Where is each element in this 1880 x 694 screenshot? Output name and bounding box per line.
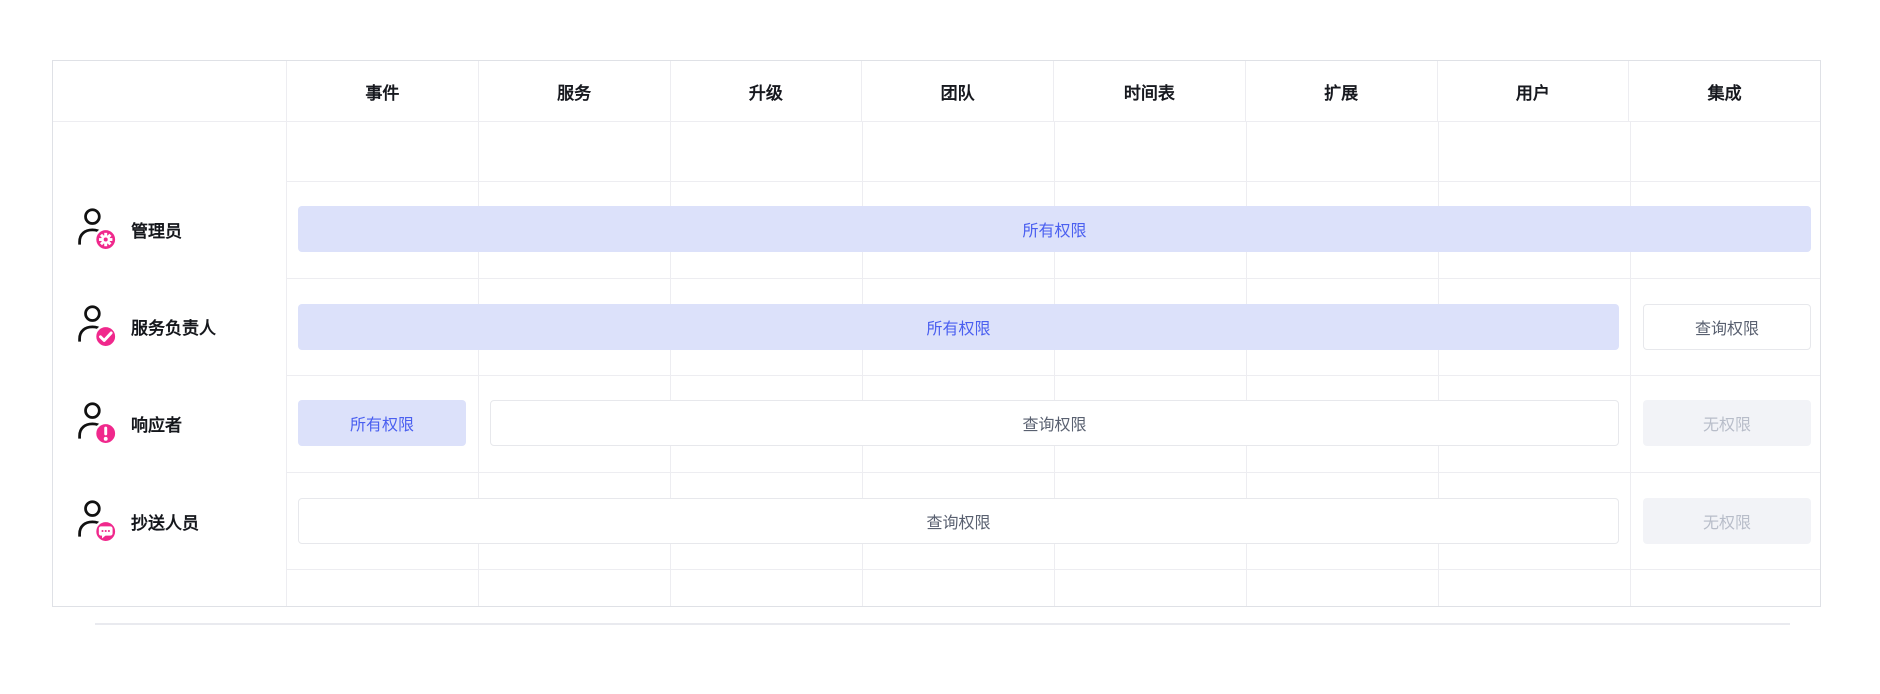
gridline-horizontal (286, 278, 1820, 279)
person-chat-icon (78, 500, 118, 543)
role-label: 服务负责人 (131, 318, 216, 338)
permission-chip-all: 所有权限 (298, 206, 1811, 252)
person-exclamation-icon (78, 402, 118, 445)
header-spacer-cell (53, 61, 286, 121)
permission-chip-all: 所有权限 (298, 400, 466, 446)
permission-chip-query: 查询权限 (490, 400, 1619, 446)
permission-chip-query: 查询权限 (298, 498, 1619, 544)
column-header-users: 用户 (1436, 61, 1629, 121)
matrix-body: 管理员 所有权限 服务负责人 所有权限 查询权限 (53, 122, 1820, 606)
permission-matrix-table: 事件 服务 升级 团队 时间表 扩展 用户 集成 (52, 60, 1821, 607)
role-admin: 管理员 (75, 207, 182, 251)
person-gear-icon (78, 208, 118, 251)
role-service-owner: 服务负责人 (75, 304, 216, 348)
permission-chip-none: 无权限 (1643, 498, 1811, 544)
gridline-vertical (1438, 122, 1439, 606)
gridline-vertical (670, 122, 671, 606)
gridline-vertical (1630, 122, 1631, 606)
gridline-vertical (1246, 122, 1247, 606)
gridline-vertical (862, 122, 863, 606)
column-header-integrations: 集成 (1628, 61, 1820, 121)
gridline-horizontal (286, 472, 1820, 473)
gridline-horizontal (286, 181, 1820, 182)
gridline-vertical (478, 122, 479, 606)
role-label: 管理员 (131, 221, 182, 241)
gridline-horizontal (286, 375, 1820, 376)
role-label: 抄送人员 (131, 513, 199, 533)
column-header-services: 服务 (477, 61, 670, 121)
permission-chip-query: 查询权限 (1643, 304, 1811, 350)
person-check-icon (78, 305, 118, 348)
role-responder: 响应者 (75, 401, 182, 445)
permission-chip-none: 无权限 (1643, 400, 1811, 446)
gridline-vertical (286, 122, 287, 606)
gridline-vertical (1054, 122, 1055, 606)
role-label: 响应者 (131, 415, 182, 435)
column-header-teams: 团队 (861, 61, 1053, 121)
permission-chip-all: 所有权限 (298, 304, 1619, 350)
column-header-events: 事件 (286, 61, 478, 121)
column-header-escalations: 升级 (669, 61, 862, 121)
bottom-divider (95, 623, 1790, 625)
column-header-extensions: 扩展 (1244, 61, 1437, 121)
gridline-horizontal (286, 569, 1820, 570)
role-cc-personnel: 抄送人员 (75, 499, 199, 543)
matrix-header-row: 事件 服务 升级 团队 时间表 扩展 用户 集成 (53, 61, 1820, 122)
column-header-schedules: 时间表 (1053, 61, 1245, 121)
